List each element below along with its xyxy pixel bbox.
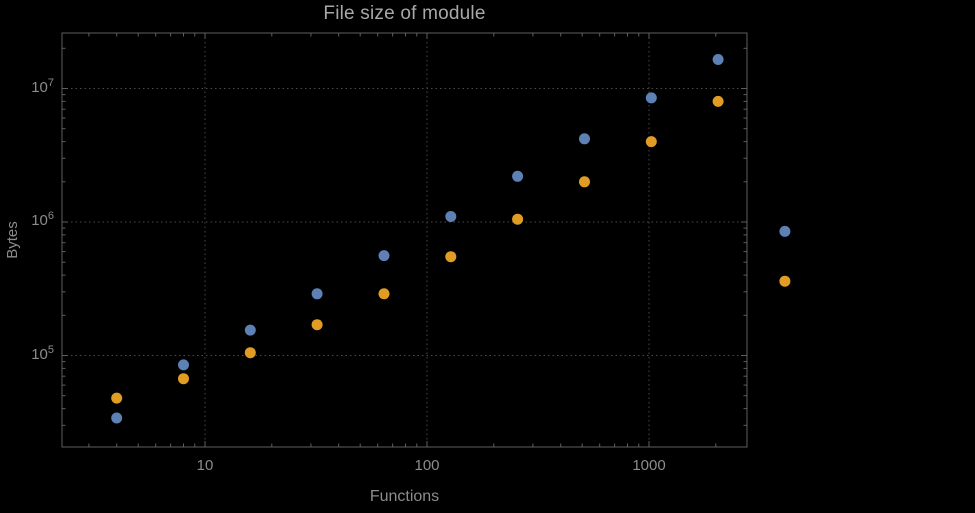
x-tick-label: 10 xyxy=(196,457,214,474)
data-point-series-blue xyxy=(178,359,189,371)
data-point-series-orange xyxy=(645,136,657,148)
y-tick-label: 106 xyxy=(31,210,54,230)
y-axis-label: Bytes xyxy=(4,221,21,259)
chart-title: File size of module xyxy=(323,3,486,24)
data-point-series-blue xyxy=(579,133,590,145)
data-point-series-blue xyxy=(111,412,123,424)
data-point-series-orange xyxy=(111,392,123,404)
x-tick-label: 1000 xyxy=(632,457,666,474)
data-point-series-blue xyxy=(645,92,657,104)
data-point-series-blue xyxy=(378,250,390,262)
data-point-series-orange xyxy=(311,319,323,331)
x-axis-label: Functions xyxy=(369,488,440,505)
data-point-series-orange xyxy=(178,373,189,385)
data-point-series-blue xyxy=(512,170,524,182)
y-tick-label: 105 xyxy=(31,343,54,363)
plot-frame xyxy=(61,32,748,448)
data-point-series-blue xyxy=(244,324,256,336)
data-point-series-orange xyxy=(579,176,590,188)
data-point-series-blue xyxy=(712,54,724,65)
data-point-series-orange xyxy=(779,275,791,287)
x-tick-label: 100 xyxy=(414,457,440,474)
data-point-series-orange xyxy=(512,213,524,225)
data-point-series-orange xyxy=(244,347,256,359)
data-point-series-orange xyxy=(712,95,724,107)
y-tick-label: 107 xyxy=(31,76,54,96)
data-point-series-orange xyxy=(445,251,457,263)
data-point-series-orange xyxy=(378,288,390,300)
data-point-series-blue xyxy=(445,211,457,222)
data-point-series-blue xyxy=(779,225,791,237)
data-point-series-blue xyxy=(311,288,323,300)
